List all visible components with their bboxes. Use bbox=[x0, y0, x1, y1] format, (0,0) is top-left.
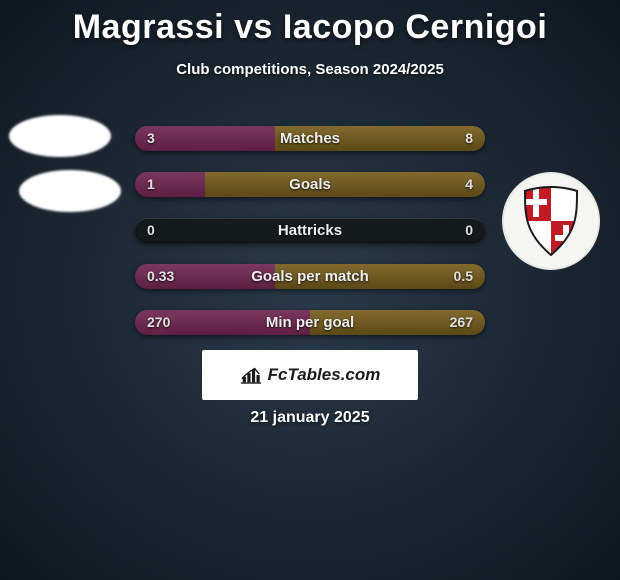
shield-icon bbox=[521, 185, 581, 257]
subtitle: Club competitions, Season 2024/2025 bbox=[0, 61, 620, 78]
stat-row: 270267Min per goal bbox=[135, 310, 485, 335]
stat-category: Min per goal bbox=[135, 310, 485, 335]
vs-label: vs bbox=[234, 8, 273, 46]
player2-name: Iacopo Cernigoi bbox=[283, 8, 547, 46]
stat-row: 0.330.5Goals per match bbox=[135, 264, 485, 289]
comparison-title: Magrassi vs Iacopo Cernigoi bbox=[0, 0, 620, 47]
stat-category: Matches bbox=[135, 126, 485, 151]
fctables-brand: FcTables.com bbox=[202, 350, 418, 400]
stat-row: 38Matches bbox=[135, 126, 485, 151]
stat-category: Hattricks bbox=[135, 218, 485, 243]
bar-chart-icon bbox=[240, 365, 262, 385]
brand-text: FcTables.com bbox=[268, 365, 381, 385]
player1-club-logo bbox=[19, 170, 121, 212]
player1-avatar bbox=[9, 115, 111, 157]
stat-category: Goals bbox=[135, 172, 485, 197]
stat-bars: 38Matches 14Goals 00Hattricks 0.330.5Goals … bbox=[135, 126, 485, 356]
player1-name: Magrassi bbox=[73, 8, 224, 46]
stat-row: 00Hattricks bbox=[135, 218, 485, 243]
player2-club-badge bbox=[502, 172, 600, 270]
stat-category: Goals per match bbox=[135, 264, 485, 289]
date-label: 21 january 2025 bbox=[0, 409, 620, 427]
stat-row: 14Goals bbox=[135, 172, 485, 197]
